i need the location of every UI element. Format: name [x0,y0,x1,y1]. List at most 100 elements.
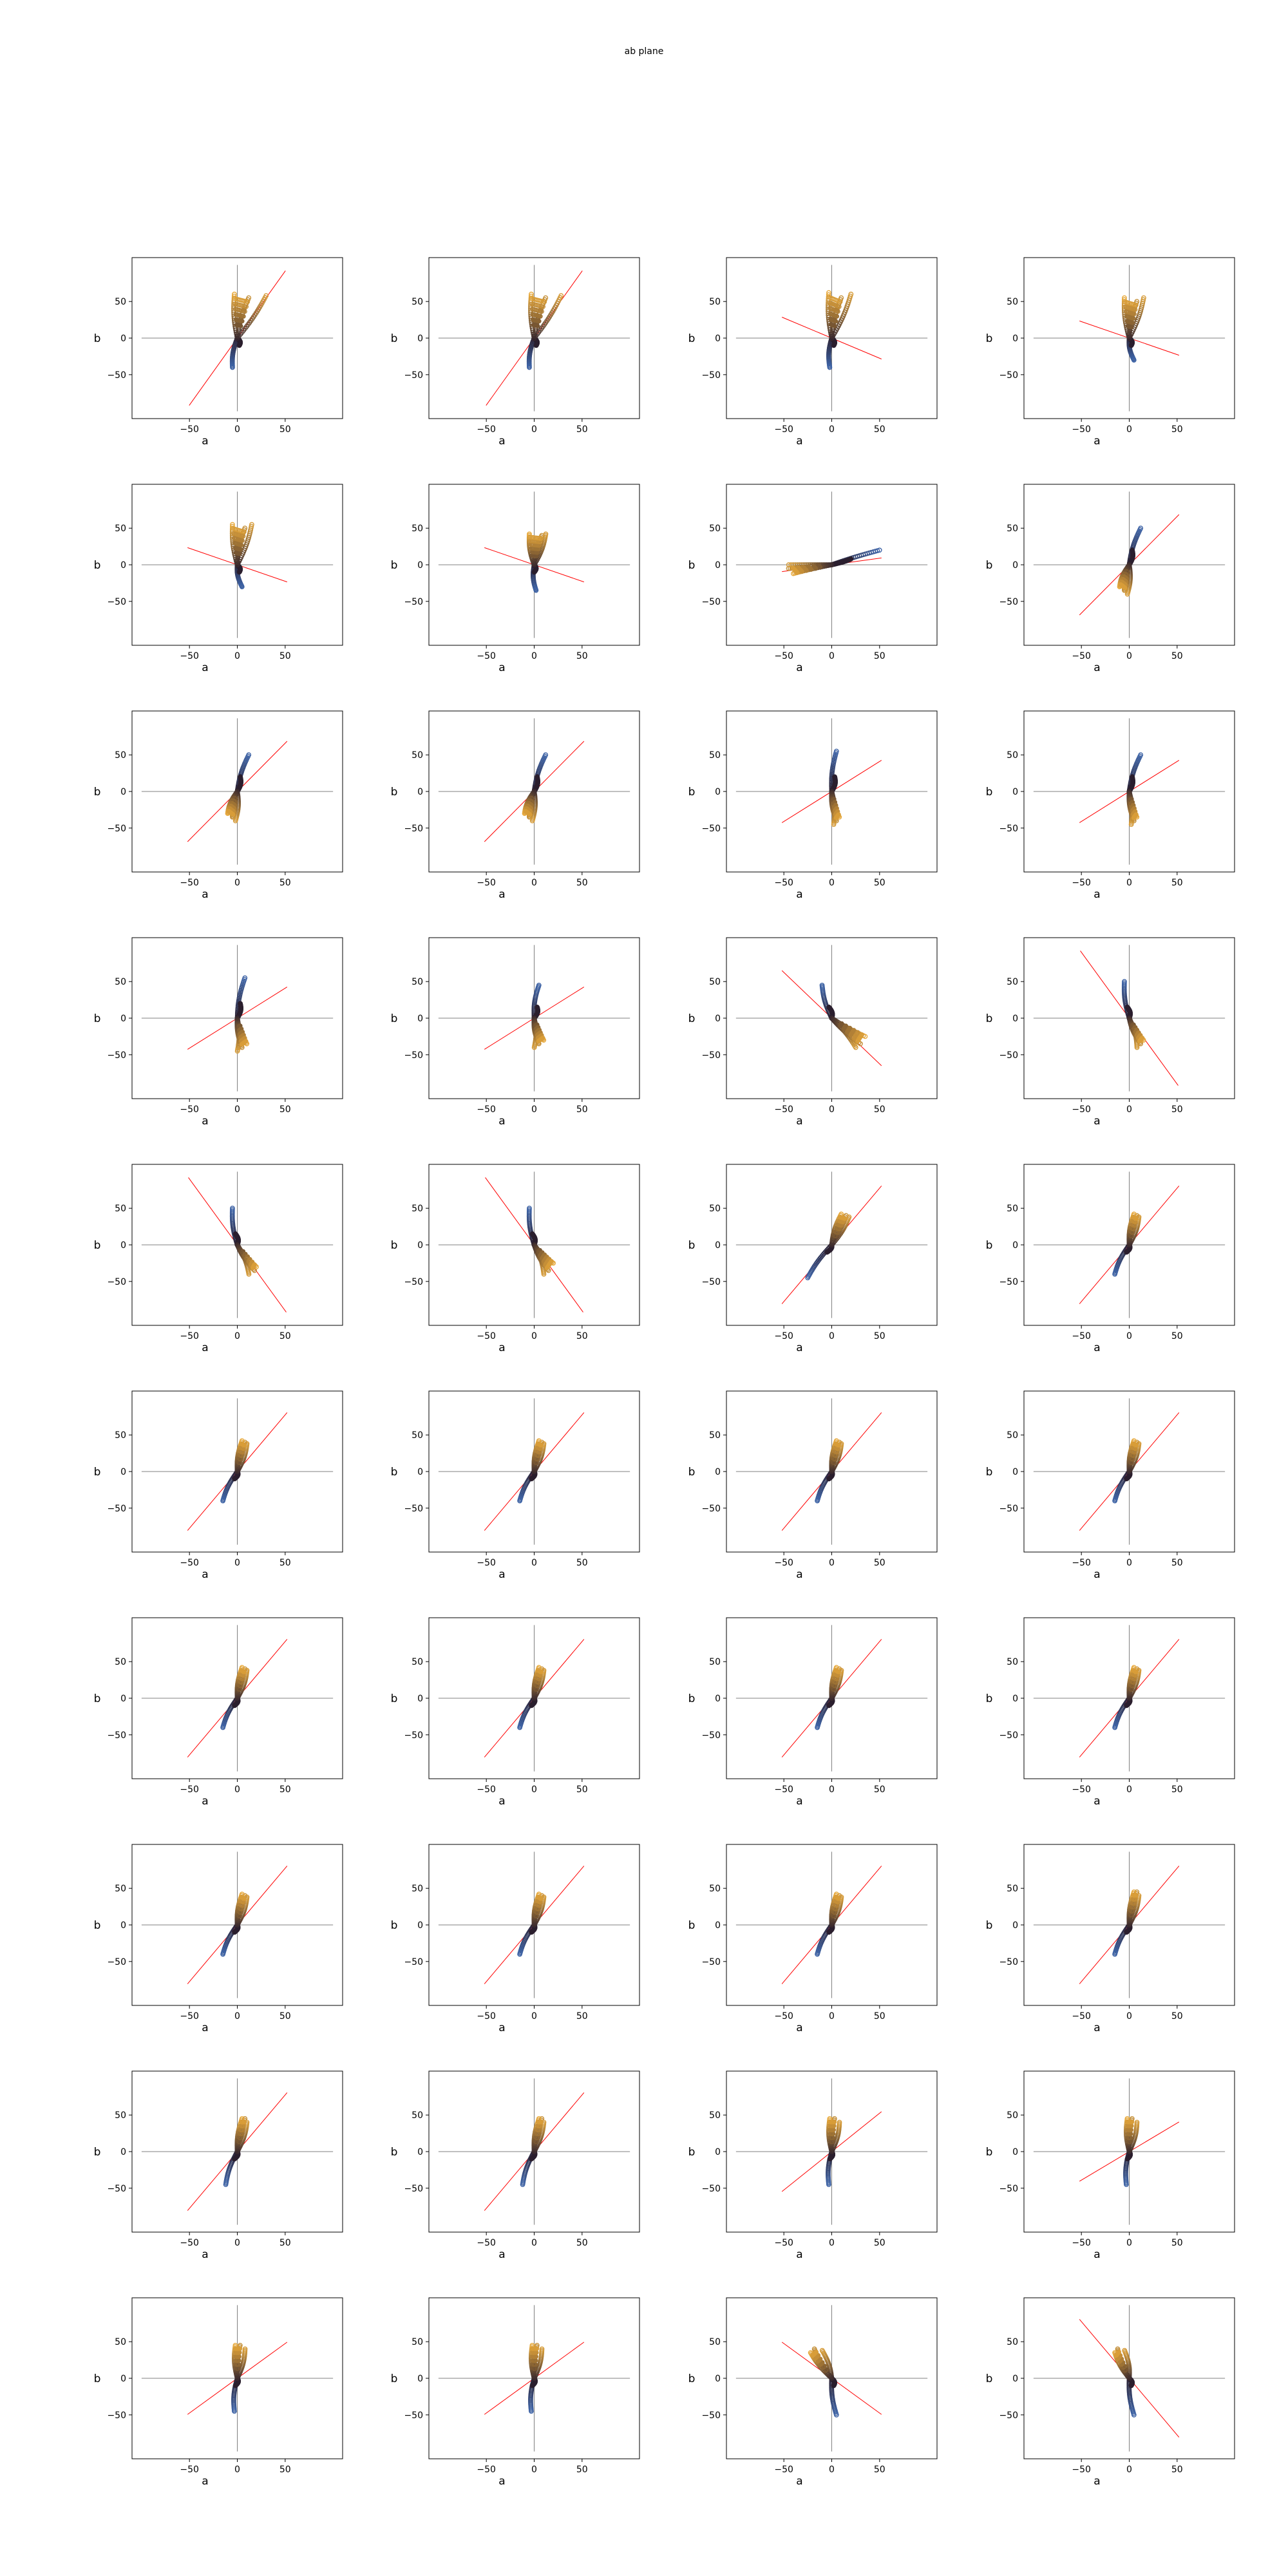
x-tick-label: 0 [1126,878,1132,888]
data-point [808,567,813,572]
y-tick-label: −50 [107,824,126,834]
y-tick-label: 0 [417,334,423,344]
y-axis-label: b [986,1239,993,1252]
x-tick-label: 50 [1171,424,1183,435]
data-point [1124,1476,1130,1482]
x-tick-label: 0 [531,1331,537,1341]
data-point [247,1256,252,1262]
y-tick-label: −50 [107,1050,126,1061]
x-tick-label: −50 [180,651,199,661]
x-axis-label: a [202,435,208,448]
x-tick-label: 50 [576,1558,588,1568]
y-tick-label: 50 [1007,750,1018,761]
data-point [843,1023,848,1028]
y-axis-label: b [391,1012,398,1025]
data-point [805,1275,811,1281]
data-points [517,1438,547,1504]
y-tick-label: −50 [404,1277,423,1287]
x-tick-label: 0 [234,1558,240,1568]
data-points [225,752,252,824]
data-point [232,296,238,301]
data-point [536,1441,541,1446]
data-point [238,774,243,780]
plot-area [1033,945,1226,1092]
data-point [876,547,882,553]
plot-area [735,1398,928,1545]
data-point [1124,1005,1130,1010]
y-tick-label: 0 [417,560,423,571]
data-point [804,568,809,573]
data-point [851,1028,857,1033]
data-point [827,365,833,370]
data-point [826,1476,832,1482]
y-tick-label: 0 [417,1014,423,1024]
x-axis-label: a [498,1341,505,1354]
data-point [529,818,535,824]
x-tick-label: 50 [279,1104,291,1115]
data-point [1112,1498,1117,1504]
data-points [815,1438,844,1504]
plot-area [438,491,630,638]
data-points [234,975,250,1054]
x-axis-label: a [498,435,505,448]
data-points [526,1206,556,1277]
data-point [1131,357,1137,363]
plot-area [1033,265,1226,412]
data-point [531,317,536,322]
y-tick-label: 0 [120,560,126,571]
data-point [246,1271,252,1277]
data-point [818,565,823,570]
data-point [1122,979,1127,985]
data-point [786,565,791,571]
data-point [828,316,833,322]
y-tick-label: 50 [115,297,126,307]
y-tick-label: −50 [701,824,721,834]
data-point [531,1045,537,1050]
data-point [1124,1249,1130,1255]
plot-area [141,945,334,1092]
x-tick-label: 50 [576,424,588,435]
data-point [232,545,238,551]
data-point [875,548,880,554]
data-point [1124,591,1130,597]
x-axis-label: a [796,1568,802,1581]
plot-area [141,265,334,412]
y-tick-label: 0 [417,1467,423,1477]
y-tick-label: 50 [709,297,721,307]
x-tick-label: −50 [1072,1331,1091,1341]
y-axis-label: b [94,332,101,345]
y-tick-label: −50 [404,1504,423,1514]
data-points [531,982,547,1050]
y-tick-label: −50 [404,824,423,834]
y-tick-label: 0 [417,787,423,797]
plot-area [735,265,928,412]
data-point [846,1214,852,1220]
plot-area [141,718,334,865]
x-tick-label: −50 [774,1331,793,1341]
y-tick-label: −50 [701,597,721,607]
x-tick-label: −50 [180,1558,199,1568]
y-tick-label: −50 [701,1050,721,1061]
data-point [839,1021,844,1027]
y-tick-label: 0 [1012,560,1018,571]
y-tick-label: −50 [404,597,423,607]
data-point [1112,1271,1117,1277]
x-axis-label: a [498,1115,505,1128]
y-tick-label: 0 [1012,787,1018,797]
y-tick-label: 50 [709,524,721,534]
data-point [847,1025,853,1030]
y-tick-label: 50 [412,297,423,307]
data-point [533,343,539,348]
x-tick-label: 50 [576,651,588,661]
x-tick-label: 0 [531,651,537,661]
x-axis-label: a [202,1341,208,1354]
data-point [1131,1215,1136,1220]
x-tick-label: 0 [829,424,835,435]
data-point [233,550,238,555]
data-point [529,301,535,307]
